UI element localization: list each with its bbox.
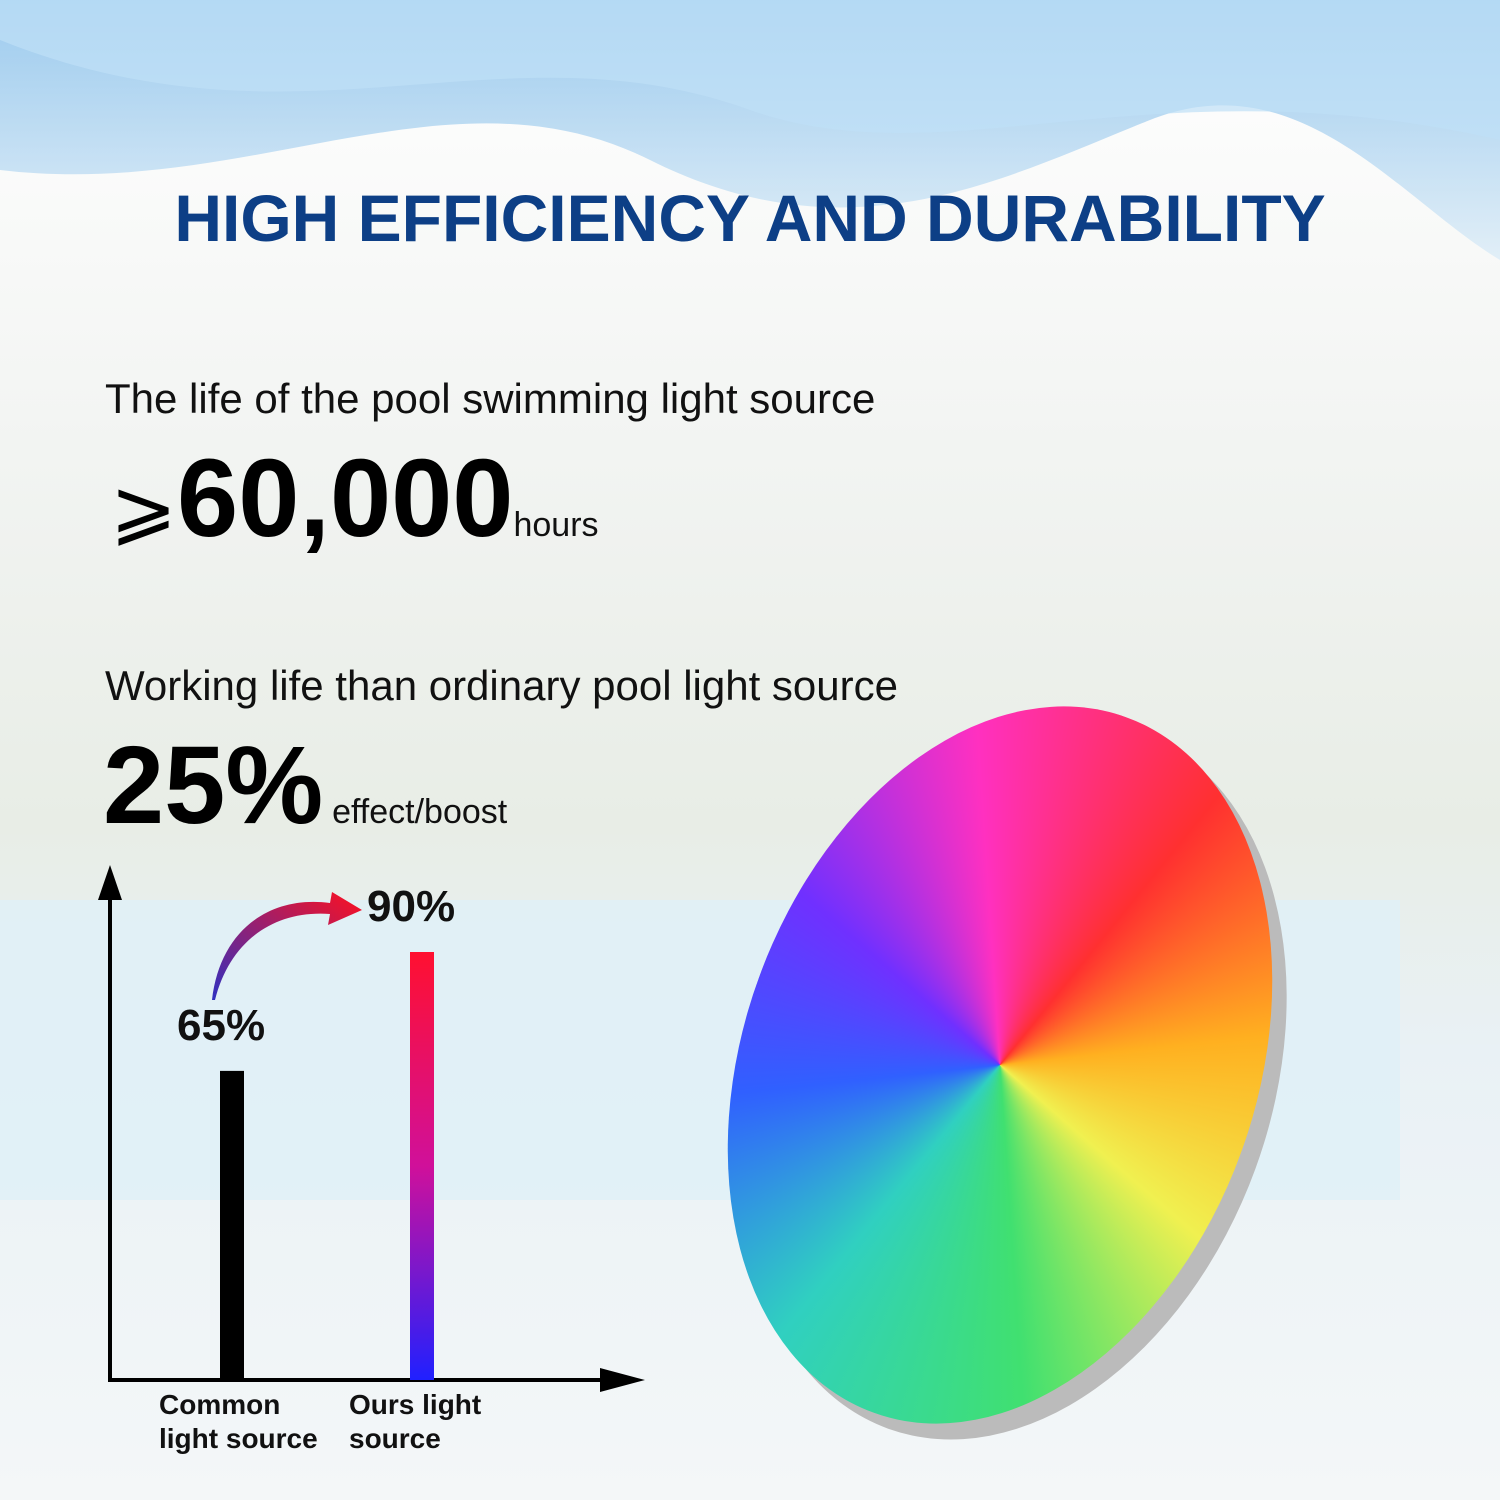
caption: Working life than ordinary pool light so… bbox=[105, 662, 898, 709]
title: HIGH EFFICIENCY AND DURABILITY bbox=[174, 181, 1326, 255]
caption: The life of the pool swimming light sour… bbox=[105, 375, 876, 422]
spec: ⩾60,000hours bbox=[110, 435, 599, 562]
figure: 60,000 bbox=[177, 437, 514, 560]
wave bbox=[0, 0, 1500, 140]
category-label: Ours light source bbox=[349, 1389, 482, 1454]
unit: hours bbox=[513, 506, 599, 544]
bar bbox=[220, 1070, 244, 1380]
value-label: 90% bbox=[367, 882, 456, 931]
figure: 25% bbox=[103, 724, 324, 847]
spec: 25% effect/boost bbox=[103, 722, 507, 849]
unit: effect/boost bbox=[332, 793, 508, 831]
light-fixture bbox=[632, 629, 1368, 1500]
prefix: ⩾ bbox=[110, 464, 178, 553]
bar bbox=[410, 952, 434, 1380]
value-label: 65% bbox=[177, 1000, 266, 1050]
category-label: Common light source bbox=[159, 1389, 318, 1454]
boost-arrow bbox=[212, 892, 362, 1000]
light-face bbox=[632, 629, 1368, 1500]
axis-arrow bbox=[600, 1368, 645, 1392]
axis-arrow bbox=[98, 865, 122, 900]
